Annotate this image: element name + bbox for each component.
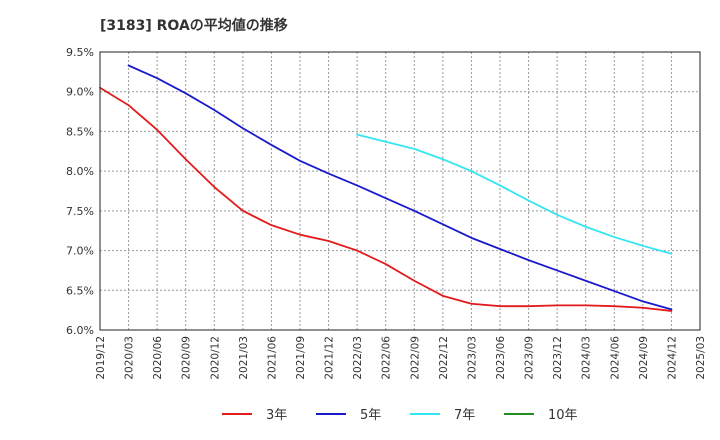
series-line-3年: [99, 86, 673, 312]
y-tick-label: 7.0%: [66, 245, 94, 258]
grid-lines: [99, 51, 701, 331]
x-tick-label: 2020/12: [209, 336, 221, 380]
x-tick-label: 2022/06: [381, 336, 393, 380]
x-tick-label: 2024/03: [581, 336, 593, 380]
y-tick-label: 8.0%: [66, 165, 94, 178]
x-tick-label: 2023/12: [552, 336, 564, 380]
x-tick-label: 2022/03: [352, 336, 364, 380]
y-tick-label: 7.5%: [66, 205, 94, 218]
y-tick-label: 6.0%: [66, 324, 94, 337]
x-tick-label: 2020/03: [124, 336, 136, 380]
series-lines: [99, 64, 673, 312]
x-tick-label: 2022/12: [438, 336, 450, 380]
x-tick-label: 2020/09: [181, 336, 193, 380]
x-tick-label: 2020/06: [152, 336, 164, 380]
legend-label: 10年: [548, 408, 578, 423]
x-tick-label: 2025/03: [695, 336, 707, 380]
y-axis-ticks: 6.0% 6.5% 7.0% 7.5% 8.0% 8.5% 9.0% 9.5%: [66, 46, 94, 337]
y-tick-label: 8.5%: [66, 125, 94, 138]
x-axis-ticks: 2019/12 2020/03 2020/06 2020/09 2020/12 2021/…: [95, 336, 707, 380]
plot-frame: [99, 51, 701, 331]
x-tick-label: 2021/06: [266, 336, 278, 380]
legend-label: 3年: [266, 408, 287, 423]
x-tick-label: 2023/03: [466, 336, 478, 380]
x-tick-label: 2024/12: [666, 336, 678, 380]
legend: 3年 5年 7年 10年: [222, 408, 578, 423]
x-tick-label: 2021/09: [295, 336, 307, 380]
x-tick-label: 2019/12: [95, 336, 107, 380]
y-tick-label: 9.5%: [66, 46, 94, 59]
x-tick-label: 2024/06: [609, 336, 621, 380]
x-tick-label: 2022/09: [409, 336, 421, 380]
series-line-5年: [127, 64, 673, 311]
series-line-7年: [356, 133, 673, 255]
x-tick-label: 2024/09: [638, 336, 650, 380]
y-tick-label: 6.5%: [66, 284, 94, 297]
x-tick-label: 2021/03: [238, 336, 250, 380]
x-tick-label: 2023/09: [524, 336, 536, 380]
x-tick-label: 2023/06: [495, 336, 507, 380]
chart-title: [3183] ROAの平均値の推移: [100, 17, 288, 34]
x-tick-label: 2021/12: [324, 336, 336, 380]
legend-label: 5年: [360, 408, 381, 423]
y-tick-label: 9.0%: [66, 86, 94, 99]
legend-label: 7年: [454, 408, 475, 423]
